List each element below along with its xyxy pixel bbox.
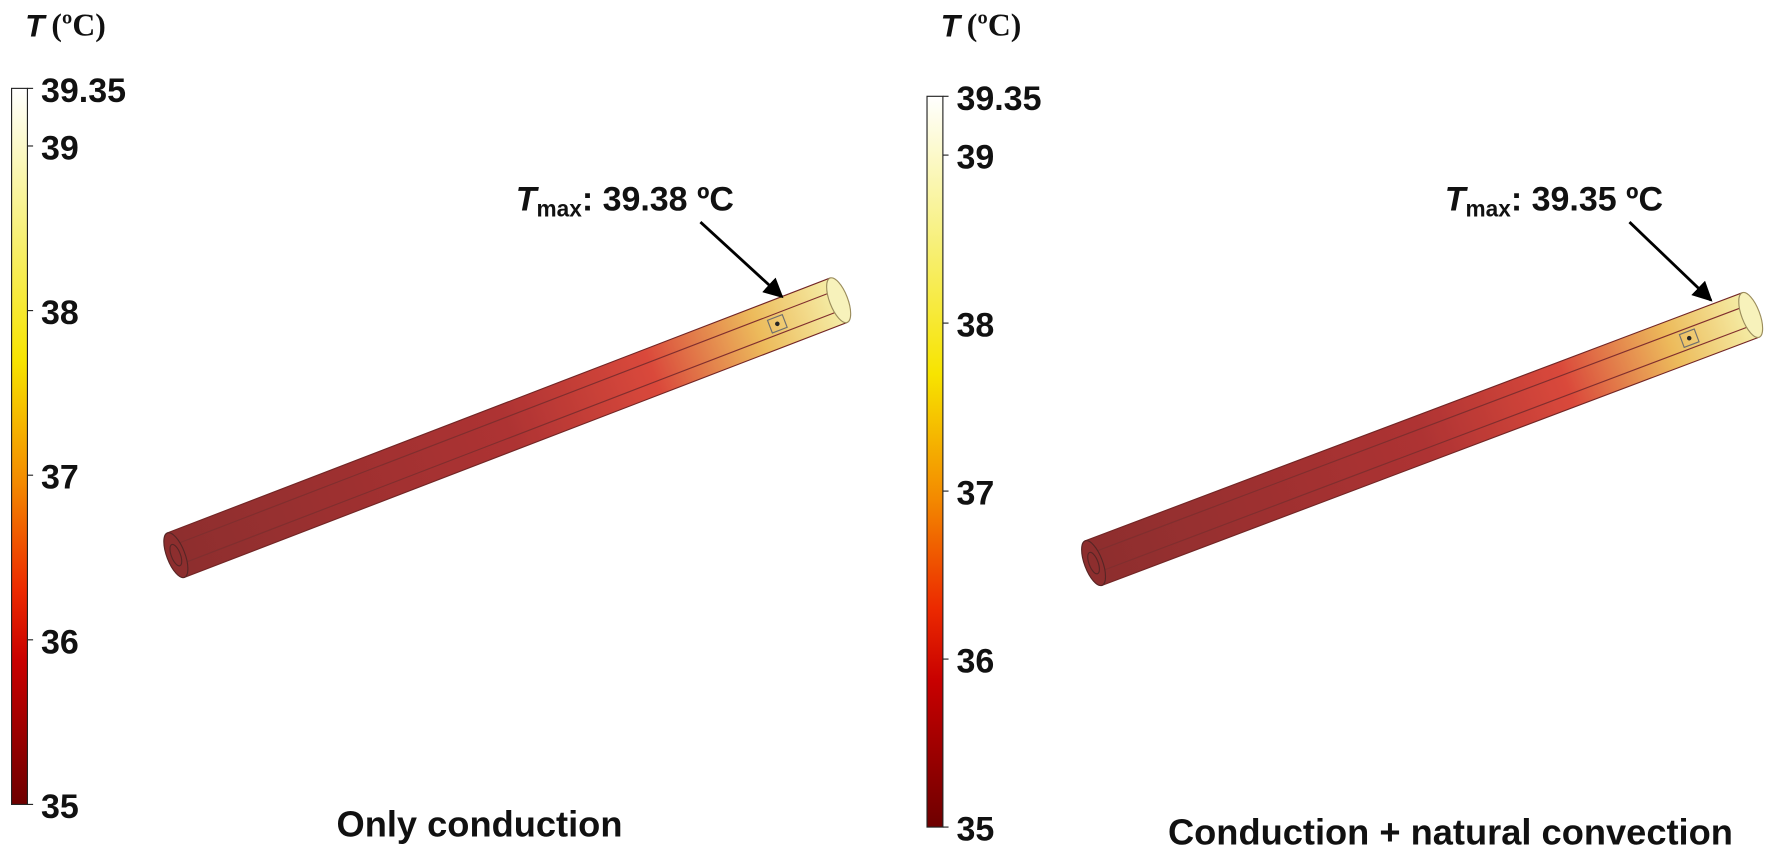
colorbar-tick-label: 39: [956, 139, 994, 177]
rod-body: [167, 278, 847, 577]
rod-inner: [180, 310, 843, 565]
caption: Only conduction: [337, 804, 623, 845]
caption: Conduction + natural convection: [1168, 812, 1733, 852]
colorbar-tick-label: 37: [41, 459, 79, 497]
colorbar-tick-label: 39: [41, 129, 79, 167]
colorbar-tick-label: 36: [41, 623, 79, 661]
rod: [1077, 290, 1768, 589]
tmax-annotation: Tmax: 39.35 ºC: [1445, 181, 1663, 222]
colorbar-tick-label: 36: [956, 643, 994, 681]
colorbar-title: T(ºC): [25, 8, 106, 44]
colorbar-symbol: T: [25, 8, 47, 44]
rod-body: [1085, 293, 1759, 586]
colorbar-unit: (ºC): [967, 8, 1022, 43]
tmax-arrow: [1629, 222, 1711, 300]
tmax-annotation: Tmax: 39.38 ºC: [516, 181, 734, 222]
colorbar-tick-label: 38: [956, 307, 994, 345]
colorbar-symbol: T: [941, 8, 963, 44]
rod-inner: [172, 291, 835, 546]
tmax-subscript: max: [1466, 196, 1512, 222]
rod-inner: [1090, 305, 1747, 553]
rod: [159, 275, 856, 581]
colorbar-tick-label: 35: [41, 788, 79, 826]
colorbar-unit: (ºC): [51, 8, 106, 43]
figure: T(ºC)353637383939.35Tmax: 39.38 ºCOnly c…: [0, 0, 1777, 852]
page: {"panels": [ {"colorbar": {"title_symbol…: [0, 0, 1777, 852]
colorbar: [927, 96, 943, 827]
rod-inner: [1097, 325, 1754, 573]
tmax-value: : 39.38 ºC: [582, 181, 734, 219]
colorbar-tick-label: 39.35: [956, 80, 1041, 118]
colorbar-title: T(ºC): [941, 8, 1022, 44]
colorbar-tick-label: 38: [41, 294, 79, 332]
tmax-value: : 39.35 ºC: [1511, 181, 1663, 219]
tmax-arrow: [700, 222, 782, 297]
colorbar-tick-label: 37: [956, 475, 994, 513]
colorbar-tick-label: 39.35: [41, 72, 126, 110]
colorbar-tick-label: 35: [956, 811, 994, 849]
colorbar: [12, 88, 28, 804]
tmax-subscript: max: [537, 196, 583, 222]
